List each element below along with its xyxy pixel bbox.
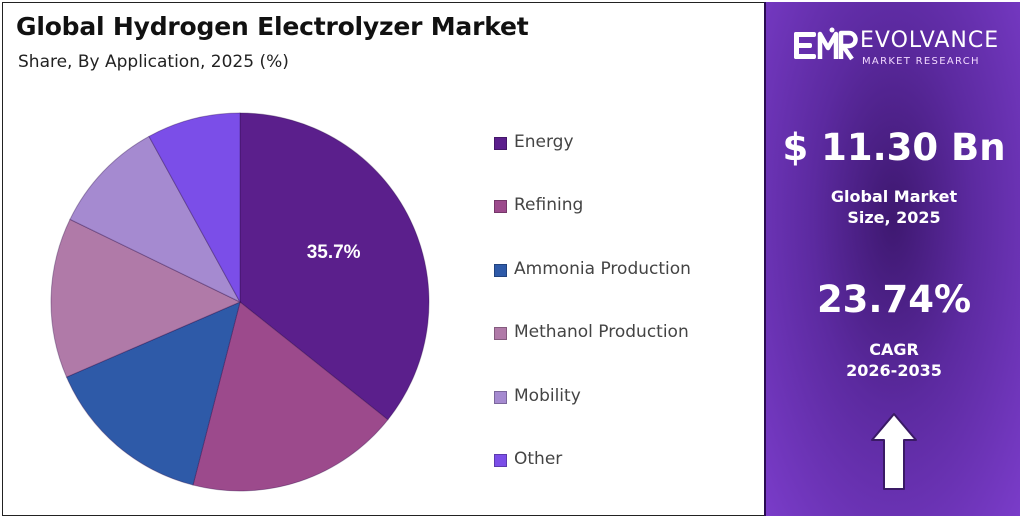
- legend-item-mobility: Mobility: [494, 386, 691, 449]
- chart-legend: Energy Refining Ammonia Production Metha…: [494, 132, 691, 512]
- legend-item-ammonia-production: Ammonia Production: [494, 259, 691, 322]
- brand-name: EVOLVANCE: [860, 28, 1000, 53]
- cagr-label-line2: 2026-2035: [846, 361, 942, 380]
- pie-slice-energy: [239, 112, 430, 421]
- legend-item-energy: Energy: [494, 132, 691, 195]
- pie-slice-ammonia-production: [65, 301, 241, 486]
- market-size-label-line1: Global Market: [830, 187, 958, 206]
- pie-slice-methanol-production: [50, 218, 242, 378]
- emr-logo-icon: [794, 27, 858, 61]
- legend-label: Other: [514, 448, 563, 469]
- pie-chart: 35.7%: [50, 112, 430, 492]
- cagr-value: 23.74%: [816, 278, 972, 321]
- cagr-label-line1: CAGR: [869, 340, 919, 359]
- slice-label-energy: 35.7%: [307, 242, 361, 263]
- legend-item-methanol-production: Methanol Production: [494, 322, 691, 385]
- legend-swatch: [494, 137, 507, 150]
- market-summary-panel: EVOLVANCE MARKET RESEARCH $ 11.30 Bn Glo…: [764, 2, 1020, 516]
- legend-label: Mobility: [514, 385, 581, 406]
- chart-subtitle: Share, By Application, 2025 (%): [18, 52, 289, 72]
- legend-swatch: [494, 327, 507, 341]
- pie-slice-mobility: [69, 135, 242, 304]
- market-size-value: $ 11.30 Bn: [782, 126, 1006, 169]
- legend-item-refining: Refining: [494, 195, 691, 258]
- legend-label: Energy: [514, 132, 574, 152]
- legend-swatch: [494, 453, 507, 467]
- legend-label: Ammonia Production: [514, 258, 691, 279]
- up-arrow-icon: [871, 413, 917, 490]
- legend-label: Methanol Production: [514, 322, 689, 343]
- pie-slice-refining: [192, 301, 389, 492]
- brand-tagline: MARKET RESEARCH: [862, 56, 980, 67]
- pie-slices: [50, 112, 430, 492]
- legend-swatch: [494, 263, 507, 277]
- legend-swatch: [494, 200, 507, 214]
- legend-label: Refining: [514, 195, 584, 216]
- pie-slice-other: [148, 112, 241, 303]
- chart-title: Global Hydrogen Electrolyzer Market: [16, 12, 529, 41]
- legend-swatch: [494, 390, 507, 404]
- market-size-label-line2: Size, 2025: [847, 208, 941, 227]
- legend-item-other: Other: [494, 449, 691, 512]
